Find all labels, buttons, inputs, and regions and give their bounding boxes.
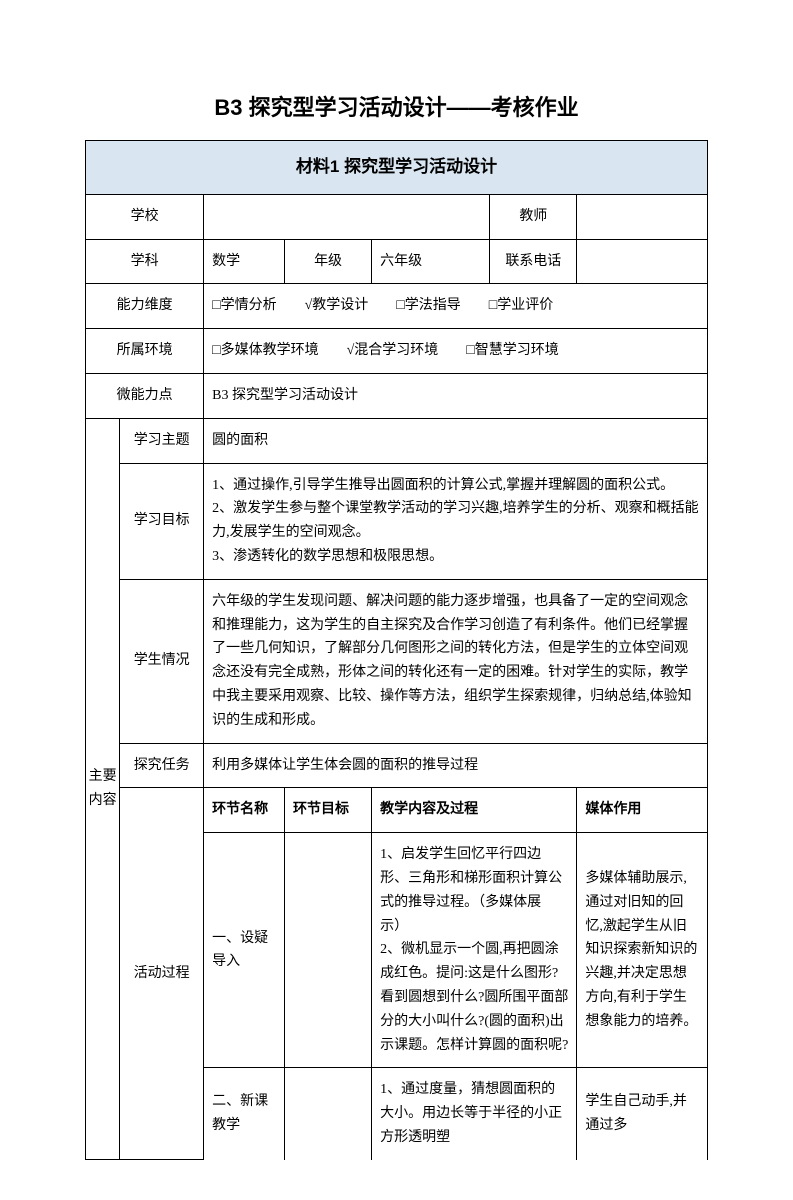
step1-name: 一、设疑导入 <box>204 833 285 1068</box>
micro-value: B3 探究型学习活动设计 <box>204 374 708 419</box>
goal-value: 1、通过操作,引导学生推导出圆面积的计算公式,掌握并理解圆的面积公式。 2、激发… <box>204 463 708 579</box>
section-banner: 材料1 探究型学习活动设计 <box>86 141 708 195</box>
env-value: □多媒体教学环境 √混合学习环境 □智慧学习环境 <box>204 329 708 374</box>
ability-value: □学情分析 √教学设计 □学法指导 □学业评价 <box>204 284 708 329</box>
col-step-content: 教学内容及过程 <box>372 788 577 833</box>
page-title: B3 探究型学习活动设计——考核作业 <box>85 90 708 122</box>
subject-value: 数学 <box>204 239 285 284</box>
step2-name: 二、新课教学 <box>204 1068 285 1160</box>
micro-label: 微能力点 <box>86 374 204 419</box>
topic-label: 学习主题 <box>120 418 204 463</box>
grade-value: 六年级 <box>372 239 490 284</box>
col-step-goal: 环节目标 <box>285 788 372 833</box>
goal-label: 学习目标 <box>120 463 204 579</box>
task-value: 利用多媒体让学生体会圆的面积的推导过程 <box>204 743 708 788</box>
process-label: 活动过程 <box>120 788 204 1160</box>
student-value: 六年级的学生发现问题、解决问题的能力逐步增强，也具备了一定的空间观念和推理能力，… <box>204 579 708 743</box>
step2-goal <box>285 1068 372 1160</box>
student-label: 学生情况 <box>120 579 204 743</box>
teacher-value <box>577 194 708 239</box>
subject-label: 学科 <box>86 239 204 284</box>
phone-label: 联系电话 <box>490 239 577 284</box>
step1-content: 1、启发学生回忆平行四边形、三角形和梯形面积计算公式的推导过程。（多媒体展示） … <box>372 833 577 1068</box>
ability-label: 能力维度 <box>86 284 204 329</box>
design-table: 材料1 探究型学习活动设计 学校 教师 学科 数学 年级 六年级 联系电话 能力… <box>85 140 708 1160</box>
main-content-label: 主要内容 <box>86 418 120 1159</box>
step1-goal <box>285 833 372 1068</box>
step2-media: 学生自己动手,并通过多 <box>577 1068 708 1160</box>
col-step-name: 环节名称 <box>204 788 285 833</box>
task-label: 探究任务 <box>120 743 204 788</box>
phone-value <box>577 239 708 284</box>
grade-label: 年级 <box>285 239 372 284</box>
env-label: 所属环境 <box>86 329 204 374</box>
step2-content: 1、通过度量，猜想圆面积的大小。用边长等于半径的小正方形透明塑 <box>372 1068 577 1160</box>
topic-value: 圆的面积 <box>204 418 708 463</box>
school-label: 学校 <box>86 194 204 239</box>
step1-media: 多媒体辅助展示,通过对旧知的回忆,激起学生从旧知识探索新知识的兴趣,并决定思想方… <box>577 833 708 1068</box>
document-page: B3 探究型学习活动设计——考核作业 材料1 探究型学习活动设计 学校 教师 学… <box>0 0 793 1200</box>
teacher-label: 教师 <box>490 194 577 239</box>
col-step-media: 媒体作用 <box>577 788 708 833</box>
school-value <box>204 194 490 239</box>
